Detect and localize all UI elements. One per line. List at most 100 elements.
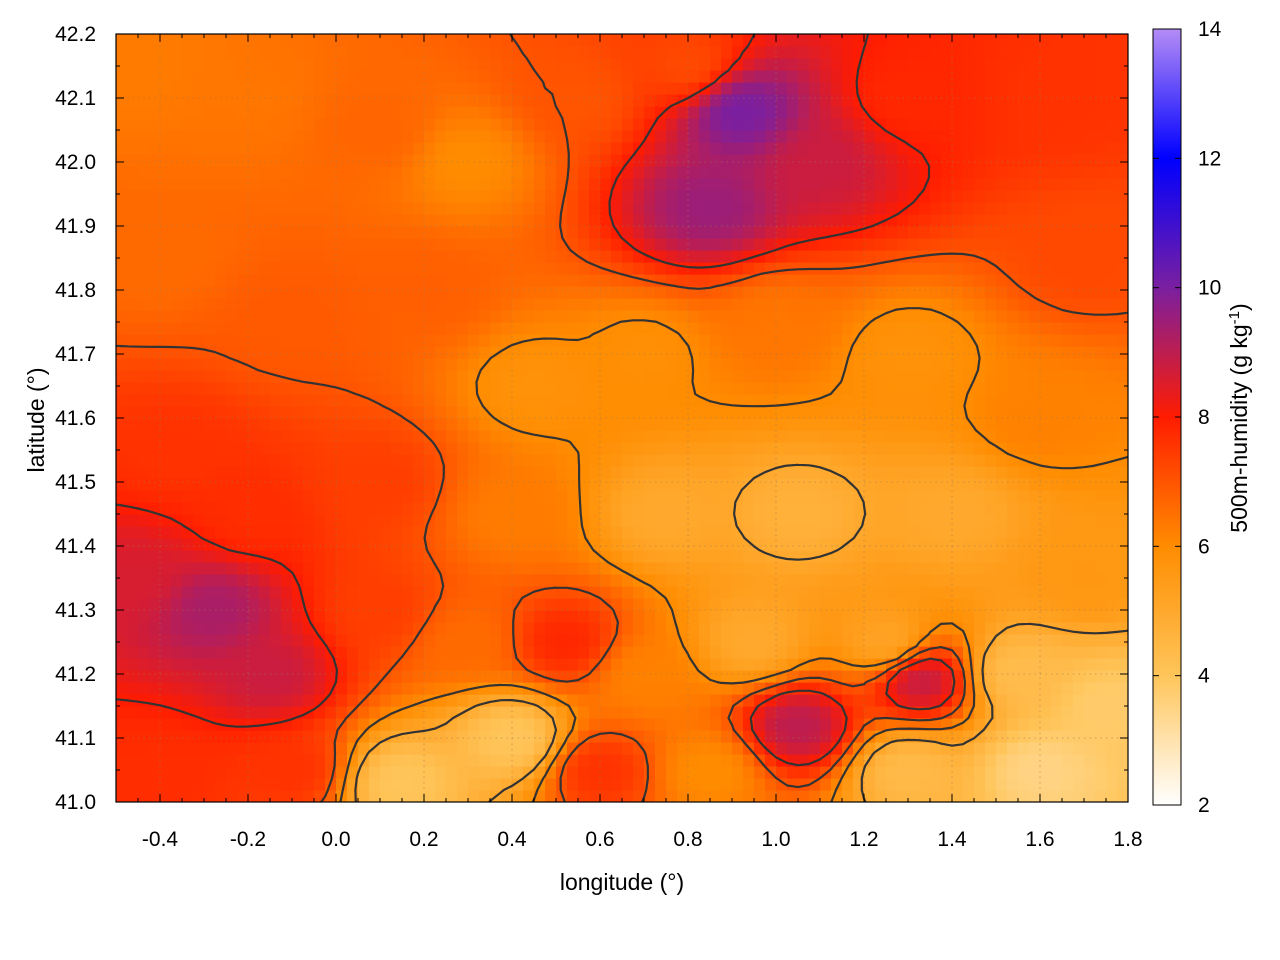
heat-cell [1018,766,1030,779]
heat-cell [1018,550,1030,563]
heat-cell [655,298,667,311]
heat-cell [776,298,788,311]
heat-cell [446,202,458,215]
heat-cell [666,658,678,671]
heat-cell [545,514,557,527]
heat-cell [1073,286,1085,299]
heat-cell [633,298,645,311]
heat-cell [1062,394,1074,407]
heat-cell [1117,622,1128,635]
heat-cell [677,310,689,323]
heat-cell [490,490,502,503]
heat-cell [589,382,601,395]
heat-cell [787,454,799,467]
heat-cell [633,646,645,659]
heat-cell [908,394,920,407]
heat-cell [281,166,293,179]
heat-cell [138,226,150,239]
heat-cell [611,502,623,515]
heat-cell [490,550,502,563]
heat-cell [1106,574,1118,587]
heat-cell [908,418,920,431]
heat-cell [699,586,711,599]
heat-cell [611,190,623,203]
heat-cell [699,298,711,311]
heat-cell [369,238,381,251]
heat-cell [435,574,447,587]
heat-cell [743,238,755,251]
heat-cell [259,178,271,191]
heat-cell [116,706,128,719]
heat-cell [281,430,293,443]
heat-cell [1018,610,1030,623]
heat-cell [886,394,898,407]
heat-cell [809,598,821,611]
heat-cell [1106,226,1118,239]
heat-cell [435,190,447,203]
heat-cell [391,634,403,647]
heat-cell [292,226,304,239]
heat-cell [1095,178,1107,191]
heat-cell [655,670,667,683]
heat-cell [248,778,260,791]
heat-cell [952,166,964,179]
heat-cell [281,298,293,311]
heat-cell [226,598,238,611]
heat-cell [611,406,623,419]
heat-cell [1095,334,1107,347]
heat-cell [270,286,282,299]
heat-cell [974,766,986,779]
heat-cell [688,586,700,599]
heat-cell [963,658,975,671]
heat-cell [688,754,700,767]
heat-cell [710,538,722,551]
heat-cell [1095,490,1107,503]
heat-cell [523,310,535,323]
heat-cell [446,418,458,431]
heat-cell [160,790,172,802]
heat-cell [677,346,689,359]
heat-cell [754,622,766,635]
heat-cell [523,538,535,551]
heat-cell [787,490,799,503]
heat-cell [820,298,832,311]
heat-cell [1095,166,1107,179]
heat-cell [820,598,832,611]
heat-cell [237,718,249,731]
heat-cell [611,310,623,323]
heat-cell [501,298,513,311]
heat-cell [402,598,414,611]
heat-cell [160,166,172,179]
heat-cell [149,670,161,683]
heat-cell [897,646,909,659]
heat-cell [182,442,194,455]
heat-cell [314,406,326,419]
heat-cell [875,634,887,647]
heat-cell [974,562,986,575]
heat-cell [402,178,414,191]
heat-cell [633,274,645,287]
heat-cell [138,550,150,563]
heat-cell [974,634,986,647]
heat-cell [930,382,942,395]
heat-cell [600,610,612,623]
heat-cell [1062,622,1074,635]
heat-cell [204,550,216,563]
heat-cell [831,370,843,383]
heat-cell [754,658,766,671]
heat-cell [1073,298,1085,311]
heat-cell [699,574,711,587]
heat-cell [721,550,733,563]
heat-cell [820,682,832,695]
heat-cell [578,334,590,347]
heat-cell [732,358,744,371]
heat-cell [281,742,293,755]
heat-cell [479,790,491,802]
heat-cell [336,478,348,491]
heat-cell [501,178,513,191]
heat-cell [721,382,733,395]
heat-cell [842,478,854,491]
heat-cell [842,442,854,455]
heat-cell [413,646,425,659]
heat-cell [556,178,568,191]
